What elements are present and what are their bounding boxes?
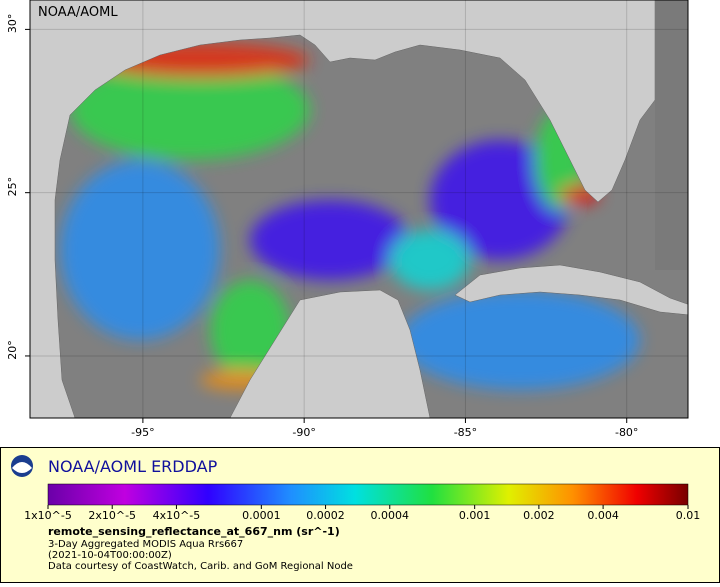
x-tick-label: -90° (292, 426, 315, 439)
colorbar-tick-label: 0.01 (676, 509, 701, 522)
colorbar-tick-label: 0.0002 (306, 509, 345, 522)
x-tick-label: -95° (131, 426, 154, 439)
map-frame (29, 0, 689, 419)
land (454, 264, 688, 316)
colorbar (47, 483, 689, 506)
colorbar-tick-label: 4x10^-5 (153, 509, 201, 522)
colorbar-tick-label: 0.001 (459, 509, 491, 522)
x-tick-label: -80° (615, 426, 638, 439)
colorbar-tick-label: 2x10^-5 (88, 509, 136, 522)
legend-panel (0, 447, 720, 583)
x-tick-label: -85° (454, 426, 477, 439)
variable-name: remote_sensing_reflectance_at_667_nm (sr… (48, 525, 340, 538)
info-line: 3-Day Aggregated MODIS Aqua Rrs667 (48, 539, 243, 550)
y-tick-label: 20° (6, 340, 19, 360)
colorbar-tick-label: 0.0001 (242, 509, 281, 522)
info-line: (2021-10-04T00:00:00Z) (48, 550, 172, 561)
colorbar-tick-label: 0.004 (587, 509, 619, 522)
noaa-logo-wave (12, 462, 32, 473)
y-tick-label: 30° (6, 14, 19, 34)
legend-title: NOAA/AOML ERDDAP (48, 457, 218, 476)
y-tick-label: 25° (6, 177, 19, 197)
info-line: Data courtesy of CoastWatch, Carib. and … (48, 561, 353, 572)
colorbar-tick-label: 0.0004 (371, 509, 410, 522)
colorbar-tick-label: 1x10^-5 (24, 509, 72, 522)
map (30, 0, 688, 418)
ocean (655, 0, 688, 270)
map-credit: NOAA/AOML (38, 5, 118, 20)
land (229, 289, 431, 418)
colorbar-tick-label: 0.002 (523, 509, 555, 522)
land (30, 0, 656, 418)
